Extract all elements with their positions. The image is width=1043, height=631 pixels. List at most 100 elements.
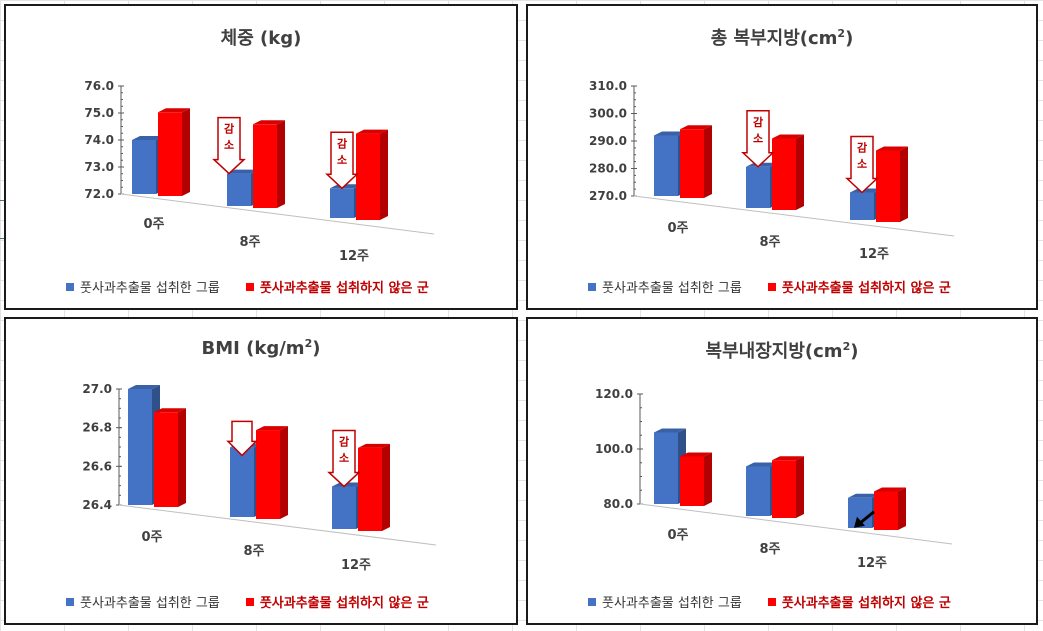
legend-label-series-b: 풋사과추출물 섭취하지 않은 군 [259,596,429,611]
bar-front [253,124,277,208]
bar-series-b-1 [256,426,288,519]
decrease-annotation: 감소 [212,116,246,175]
bar-top [654,131,686,136]
legend-swatch-series-a [588,597,596,606]
bar-front [772,138,796,210]
legend-swatch-series-b [245,282,254,291]
annotation-char: 감 [339,434,349,448]
x-category-label: 8주 [239,235,260,250]
bar-top [746,462,778,467]
chart-title: 체중 (kg) [220,28,302,49]
y-tick-label: 100.0 [595,442,633,456]
x-category-label: 0주 [143,217,164,232]
down-arrow-icon [212,116,246,175]
bar-top [772,456,804,461]
x-category-label: 12주 [341,558,371,573]
bar-top [358,443,390,448]
legend-item-series-a: 풋사과추출물 섭취한 그룹 [588,277,742,296]
bar-side [280,426,288,519]
legend-item-series-b: 풋사과추출물 섭취하지 않은 군 [245,592,429,611]
bar-side [277,120,285,208]
bar-front [158,112,182,196]
bar-top [132,136,164,140]
x-category-label: 8주 [243,544,264,559]
legend-item-series-b: 풋사과추출물 섭취하지 않은 군 [245,277,429,296]
chart-legend: 풋사과추출물 섭취한 그룹 풋사과추출물 섭취하지 않은 군 [588,592,951,611]
bar-side [898,487,906,530]
bar-side [796,456,804,518]
y-tick-label: 72.0 [84,187,114,201]
annotation-char: 소 [337,153,347,166]
bar-front [746,466,770,516]
legend-label-series-b: 풋사과추출물 섭취하지 않은 군 [259,281,429,296]
legend-swatch-series-b [767,282,776,291]
y-tick-label: 310.0 [589,79,627,93]
x-category-label: 0주 [667,528,688,543]
bar-top [876,146,908,151]
legend-swatch-series-a [66,282,74,291]
down-arrow-icon [741,110,775,168]
bar-front [746,166,770,208]
bar-front [128,389,152,505]
bar-series-b-1 [772,456,804,518]
chart-title: BMI (kg/m2) [201,337,321,359]
chart-panel-visceral-fat[interactable]: 복부내장지방(cm2) 120.0 100.0 80.0 0주 8주 12주 풋사과추출물… [526,317,1038,625]
bar-series-b-2 [874,487,906,530]
bar-top [848,493,880,498]
chart-legend: 풋사과추출물 섭취한 그룹 풋사과추출물 섭취하지 않은 군 [66,277,429,296]
down-arrow-icon [845,135,879,194]
legend-label-series-b: 풋사과추출물 섭취하지 않은 군 [781,596,951,611]
chart-plot-visceral-fat: 120.0 100.0 80.0 0주 8주 12주 [595,387,953,571]
y-tick-label: 80.0 [603,497,633,511]
legend-label-series-a: 풋사과추출물 섭취한 그룹 [80,281,220,296]
bar-front [132,140,156,194]
annotation-char: 감 [224,122,234,136]
legend-item-series-b: 풋사과추출물 섭취하지 않은 군 [767,592,951,611]
bar-front [772,460,796,518]
bar-top [227,169,259,174]
bar-top [154,408,186,413]
bar-top [680,125,712,130]
bar-front [358,447,382,531]
bar-front [876,150,900,222]
chart-panel-bmi[interactable]: BMI (kg/m2) 27.0 26.8 26.6 26.4 0주 8주 12주 감 소 풋사… [4,317,518,625]
bar-front [154,412,178,507]
legend-swatch-series-b [767,597,776,606]
y-tick-label: 76.0 [84,79,114,93]
bar-front [680,456,704,506]
legend-swatch-series-a [588,282,596,291]
y-tick-label: 280.0 [589,162,627,176]
decrease-annotation: 감소 [325,131,359,190]
chart-panel-weight[interactable]: 체중 (kg) 76.0 75.0 74.0 73.0 72.0 0주 8주 12주 감 소 감 소 … [4,4,518,310]
legend-item-series-a: 풋사과추출물 섭취한 그룹 [66,277,220,296]
annotation-char: 소 [224,139,234,152]
bar-side [382,443,390,531]
x-category-label: 8주 [759,235,780,250]
bar-front [230,447,254,517]
x-category-label: 0주 [141,530,162,545]
bar-front [850,192,874,220]
bar-series-b-0 [158,108,190,196]
down-arrow-icon [226,420,258,457]
legend-item-series-a: 풋사과추출물 섭취한 그룹 [588,592,742,611]
annotation-char: 감 [753,115,763,129]
y-tick-label: 300.0 [589,107,627,121]
bar-top [253,120,285,125]
bar-front [654,135,678,196]
chart-plot-bmi: 27.0 26.8 26.6 26.4 0주 8주 12주 감소 [82,382,437,573]
bar-series-b-0 [680,452,712,506]
y-tick-label: 270.0 [589,189,627,203]
chart-title: 복부내장지방(cm2) [705,340,859,362]
y-tick-label: 120.0 [595,387,633,401]
chart-panel-total-abdominal-fat[interactable]: 총 복부지방(cm2) 310.0 300.0 290.0 280.0 270.0 0주 8… [526,4,1038,310]
chart-title: 총 복부지방(cm2) [710,27,854,49]
floor-line [633,195,955,237]
annotation-char: 소 [753,132,763,145]
bar-series-b-0 [680,125,712,198]
y-tick-label: 73.0 [84,160,114,174]
y-tick-label: 74.0 [84,133,114,147]
bar-front [680,129,704,198]
x-category-label: 12주 [857,556,887,571]
legend-item-series-b: 풋사과추출물 섭취하지 않은 군 [767,277,951,296]
bar-front [874,491,898,530]
